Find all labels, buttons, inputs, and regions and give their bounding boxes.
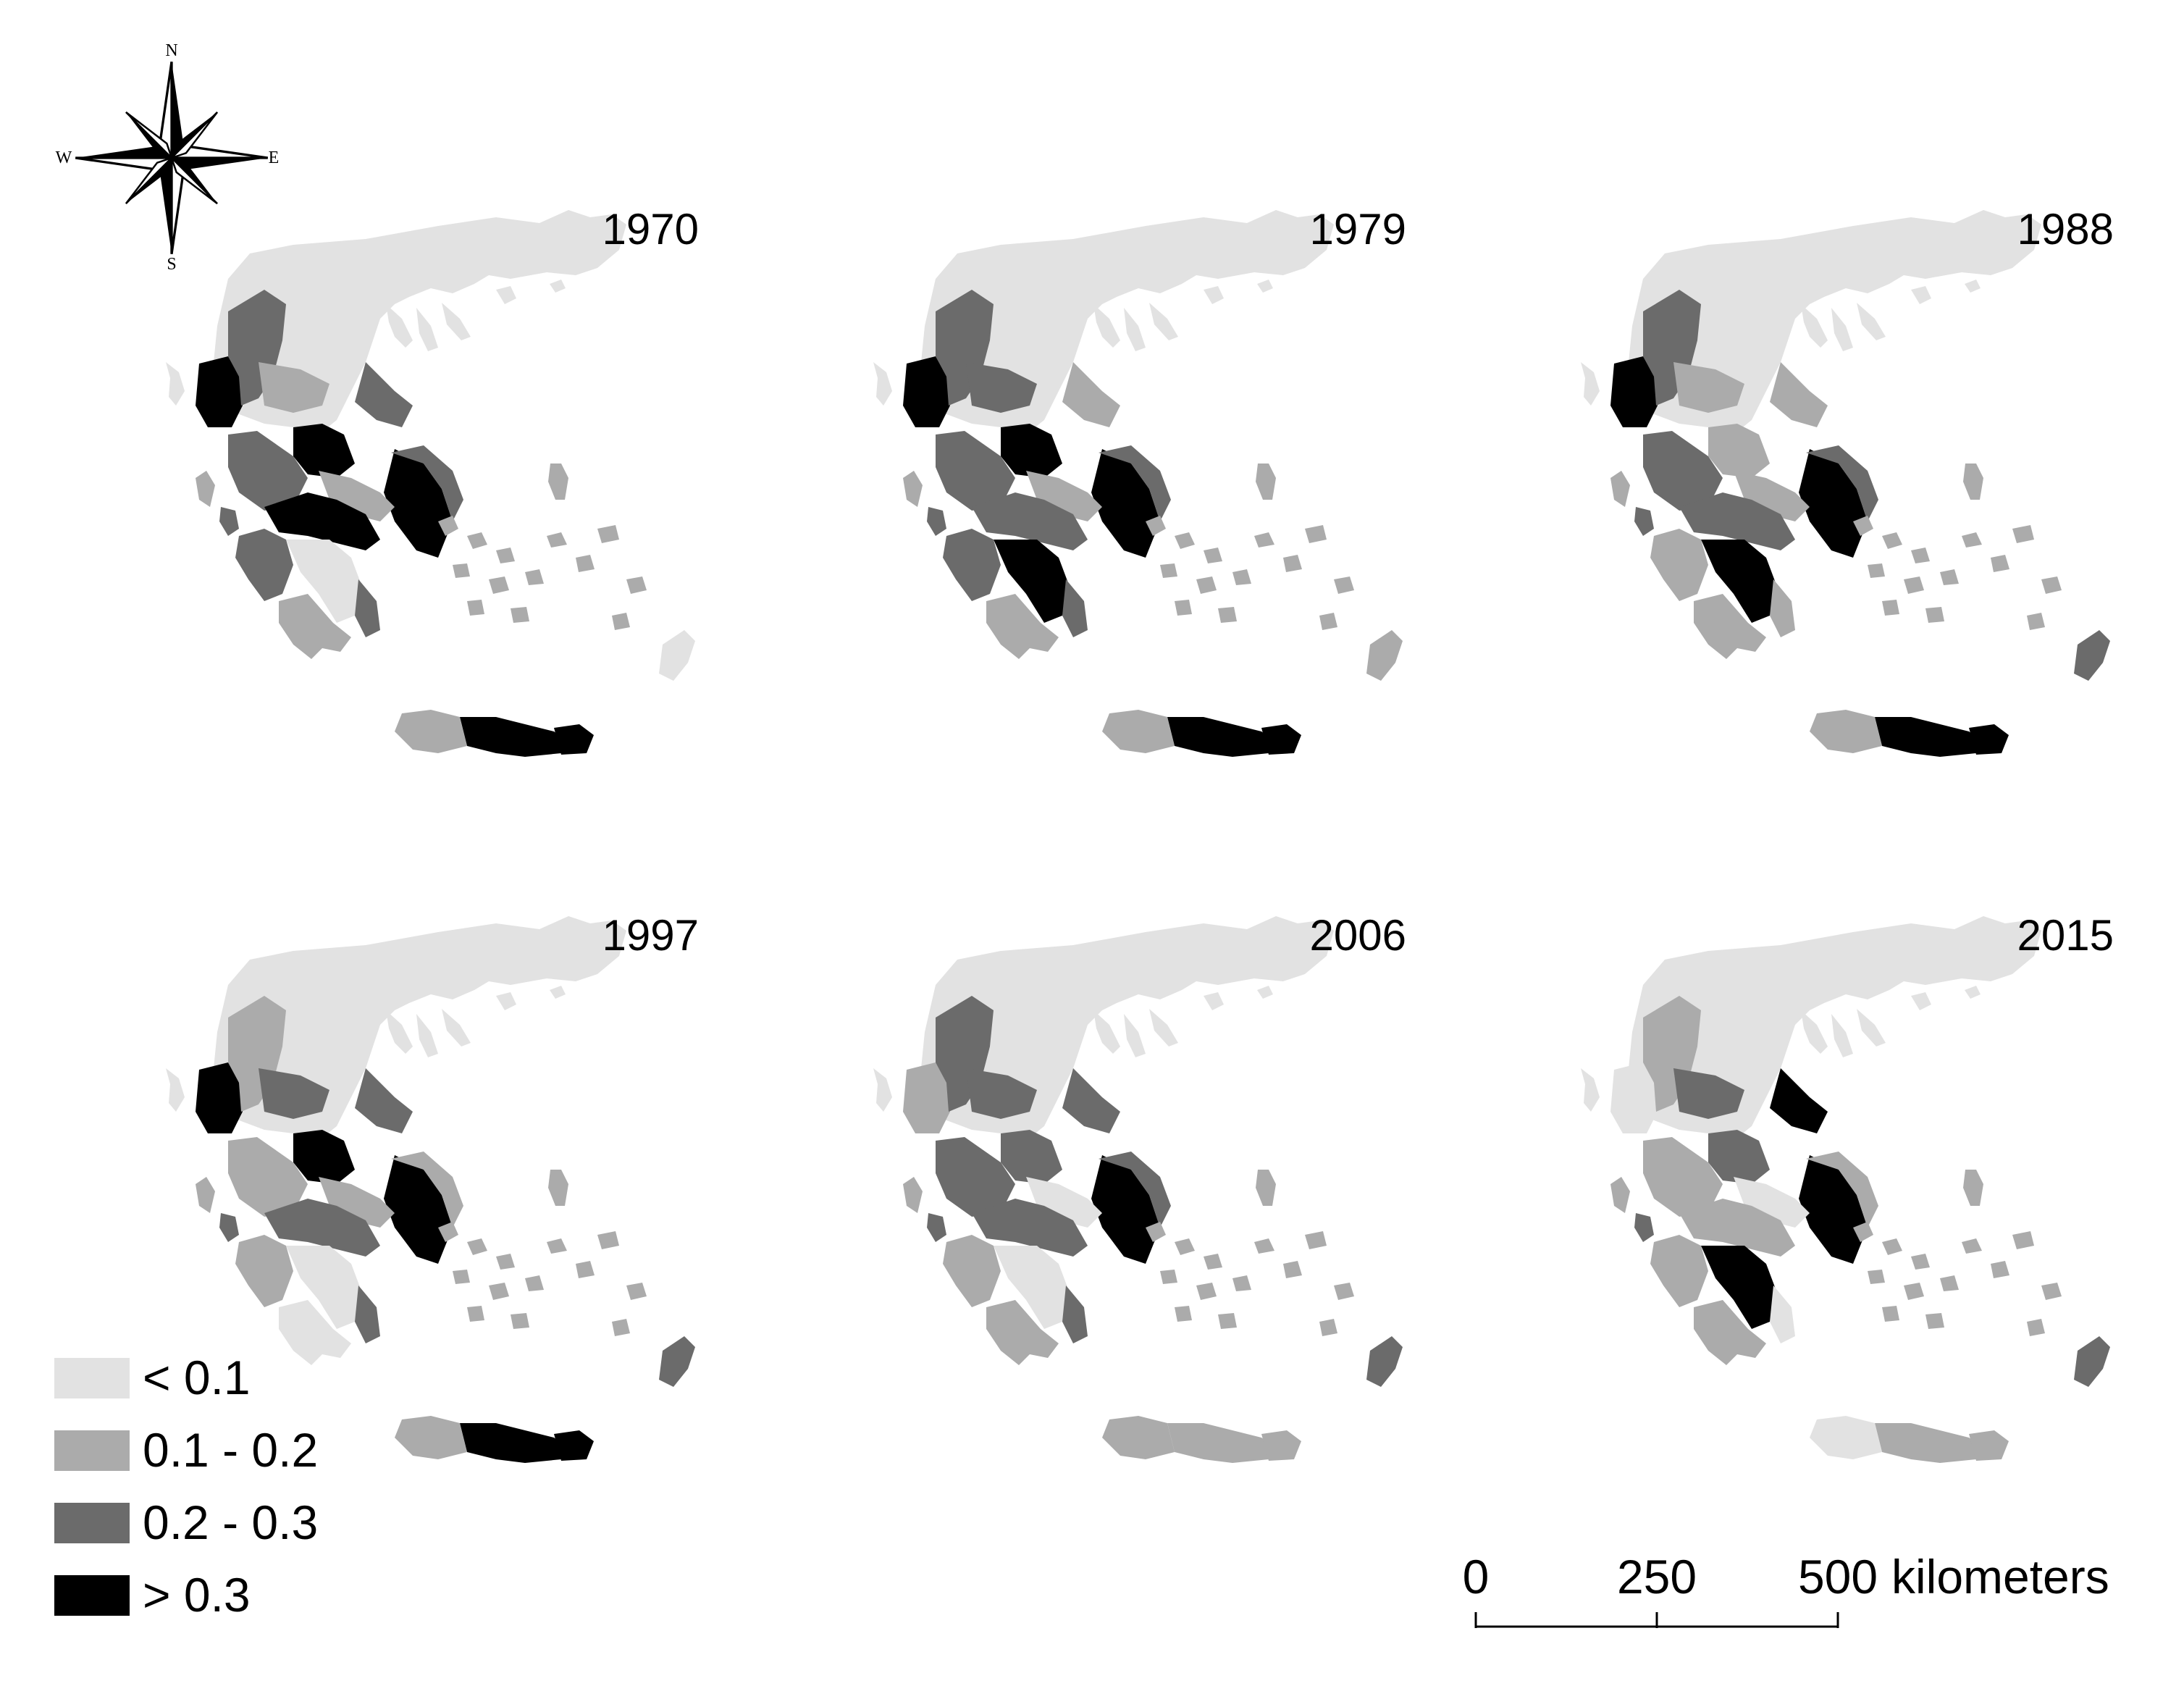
panel-1979: 1979	[873, 205, 1406, 757]
panel-year-label: 1988	[2017, 205, 2114, 253]
region-shape	[460, 717, 568, 757]
region-shape	[1062, 1068, 1120, 1133]
island-shape	[1634, 507, 1654, 536]
region-shape	[355, 579, 380, 637]
island-shape	[1963, 464, 1983, 500]
island-shape	[219, 1213, 239, 1242]
region-shape	[1102, 1416, 1175, 1459]
panel-1970: 1970	[166, 205, 699, 757]
compass-east-label: E	[269, 148, 280, 167]
panel-year-label: 2006	[1310, 911, 1406, 960]
region-shape	[659, 630, 695, 681]
region-shape	[1708, 1130, 1770, 1184]
region-shape	[2074, 630, 2110, 681]
region-shape	[395, 710, 467, 753]
scale-bar: 0 250 500 kilometers	[1463, 1550, 2109, 1628]
island-shape	[438, 1222, 647, 1336]
island-shape	[1634, 1213, 1654, 1242]
island-shape	[903, 471, 923, 507]
panel-1988: 1988	[1581, 205, 2114, 757]
region-shape	[1875, 1423, 1983, 1463]
island-shape	[548, 464, 568, 500]
legend-swatch-3	[54, 1503, 130, 1543]
legend-swatch-1	[54, 1358, 130, 1398]
region-shape	[943, 529, 1001, 601]
legend: < 0.1 0.1 - 0.2 0.2 - 0.3 > 0.3	[54, 1351, 318, 1622]
region-shape	[1062, 579, 1088, 637]
panel-year-label: 1997	[602, 911, 699, 960]
region-shape	[1770, 1068, 1828, 1133]
region-shape	[1770, 1286, 1795, 1343]
panel-2006: 2006	[873, 911, 1406, 1463]
legend-label-2: 0.1 - 0.2	[143, 1423, 318, 1477]
island-shape	[1853, 1222, 2062, 1336]
region-shape	[1810, 1416, 1882, 1459]
scale-tick-label-500: 500	[1798, 1550, 1878, 1603]
compass-rose-icon: N S E W	[56, 41, 280, 274]
island-shape	[927, 507, 946, 536]
island-shape	[1610, 471, 1630, 507]
region-shape	[1810, 710, 1882, 753]
compass-west-label: W	[56, 148, 72, 167]
region-shape	[1770, 362, 1828, 427]
legend-label-1: < 0.1	[143, 1351, 251, 1404]
region-shape	[1650, 529, 1708, 601]
panel-year-label: 2015	[2017, 911, 2114, 960]
region-shape	[1062, 1286, 1088, 1343]
region-shape	[1102, 710, 1175, 753]
region-shape	[235, 529, 293, 601]
region-shape	[1875, 717, 1983, 757]
island-shape	[196, 471, 215, 507]
region-shape	[1770, 579, 1795, 637]
legend-label-4: > 0.3	[143, 1568, 251, 1622]
legend-swatch-4	[54, 1575, 130, 1616]
region-shape	[2074, 1336, 2110, 1387]
region-shape	[1650, 1235, 1708, 1307]
region-shape	[1167, 1423, 1276, 1463]
region-shape	[1001, 424, 1062, 478]
island-shape	[1853, 516, 2062, 630]
island-shape	[1256, 464, 1276, 500]
island-shape	[1146, 1222, 1354, 1336]
compass-north-label: N	[165, 41, 177, 60]
region-shape	[1167, 717, 1276, 757]
region-shape	[1366, 630, 1403, 681]
island-shape	[196, 1177, 215, 1213]
legend-label-3: 0.2 - 0.3	[143, 1496, 318, 1549]
scale-tick-label-0: 0	[1463, 1550, 1490, 1603]
region-shape	[1366, 1336, 1403, 1387]
region-shape	[395, 1416, 467, 1459]
region-shape	[355, 1286, 380, 1343]
island-shape	[1256, 1170, 1276, 1206]
island-shape	[438, 516, 647, 630]
region-shape	[355, 362, 413, 427]
panel-year-label: 1970	[602, 205, 699, 253]
region-shape	[659, 1336, 695, 1387]
region-shape	[355, 1068, 413, 1133]
island-shape	[219, 507, 239, 536]
legend-swatch-2	[54, 1430, 130, 1471]
island-shape	[1146, 516, 1354, 630]
region-shape	[1001, 1130, 1062, 1184]
scale-unit-label: kilometers	[1891, 1550, 2109, 1603]
scale-tick-label-250: 250	[1617, 1550, 1697, 1603]
region-shape	[293, 424, 355, 478]
region-shape	[943, 1235, 1001, 1307]
panel-2015: 2015	[1581, 911, 2114, 1463]
region-shape	[460, 1423, 568, 1463]
compass-south-label: S	[167, 255, 176, 274]
island-shape	[927, 1213, 946, 1242]
island-shape	[903, 1177, 923, 1213]
region-shape	[1062, 362, 1120, 427]
island-shape	[1610, 1177, 1630, 1213]
panel-1997: 1997	[166, 911, 699, 1463]
island-shape	[548, 1170, 568, 1206]
region-shape	[1708, 424, 1770, 478]
region-shape	[293, 1130, 355, 1184]
island-shape	[1963, 1170, 1983, 1206]
region-shape	[235, 1235, 293, 1307]
panel-year-label: 1979	[1310, 205, 1406, 253]
